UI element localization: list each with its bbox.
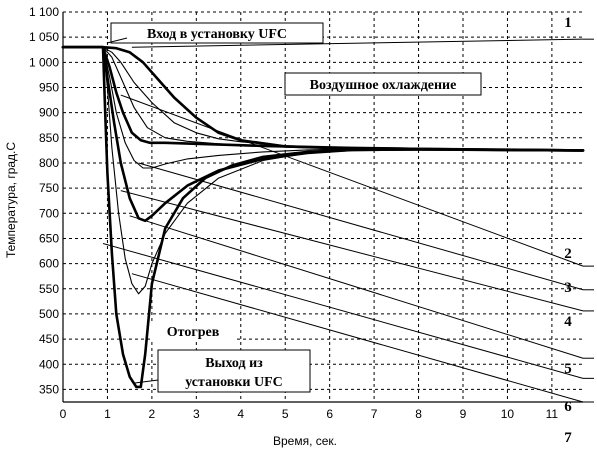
- annotation-entry-box: [110, 22, 324, 44]
- annotation-exit-line1: Выход из: [205, 356, 263, 371]
- tick-labels: 0 1 2 3 4 5 6 7 8 9 10 11 350 400 450 500 550 600 650 700 75…: [29, 5, 558, 421]
- x-tick-label: 7: [371, 407, 378, 421]
- reference-line-4: [120, 190, 584, 312]
- pointer-entry: [106, 37, 128, 44]
- y-tick-label: 1 050: [29, 30, 59, 44]
- annotation-exit-group: Выход из установки UFC: [157, 349, 311, 393]
- y-tick-label: 750: [39, 181, 59, 195]
- annotation-air-cooling-group: Воздушное охлаждение: [284, 72, 482, 96]
- curve-label-4: 4: [564, 314, 572, 330]
- curve-label-1: 1: [564, 15, 572, 31]
- temperature-curve-5: [62, 46, 584, 169]
- x-tick-label: 6: [326, 407, 333, 421]
- grid: [63, 11, 583, 402]
- x-tick-label: 0: [60, 407, 67, 421]
- pointer-exit: [134, 379, 159, 384]
- y-tick-label: 900: [39, 106, 59, 120]
- curve-label-5: 5: [564, 361, 572, 377]
- annotation-air-cooling-box: [284, 72, 482, 96]
- annotation-entry-group: Вход в установку UFC: [110, 22, 324, 44]
- x-tick-label: 1: [104, 407, 111, 421]
- y-tick-label: 1 000: [29, 55, 59, 69]
- curve-label-2: 2: [564, 246, 572, 262]
- y-tick-label: 550: [39, 282, 59, 296]
- axes: [62, 12, 583, 403]
- x-axis-label: Время, сек.: [273, 434, 337, 448]
- temperature-curve-4: [61, 45, 585, 152]
- reference-line-5: [129, 215, 584, 359]
- x-tick-label: 2: [149, 407, 156, 421]
- temperature-curve-8: [61, 45, 585, 389]
- x-tick-label: 5: [282, 407, 289, 421]
- y-tick-label: 500: [39, 307, 59, 321]
- y-tick-label: 800: [39, 156, 59, 170]
- x-tick-label: 11: [546, 407, 559, 421]
- annotation-air-cooling: Воздушное охлаждение: [310, 78, 457, 93]
- y-tick-label: 1 100: [29, 5, 59, 19]
- x-tick-label: 4: [237, 407, 244, 421]
- annotation-tempering-box: [151, 321, 235, 341]
- temperature-curves: [61, 45, 585, 389]
- x-tick-label: 3: [193, 407, 200, 421]
- reference-line-1: [131, 38, 584, 48]
- y-tick-label: 700: [39, 206, 59, 220]
- x-tick-label: 10: [501, 407, 515, 421]
- y-tick-label: 600: [39, 257, 59, 271]
- x-tick-label: 8: [415, 407, 422, 421]
- annotation-tempering-group: Отогрев: [151, 321, 235, 341]
- y-tick-label: 450: [39, 332, 59, 346]
- reference-line-7: [131, 273, 584, 403]
- curve-label-7: 7: [564, 430, 572, 446]
- curve-label-3: 3: [564, 280, 572, 296]
- annotations: Вход в установку UFC Воздушное охлаждение…: [106, 22, 482, 393]
- y-tick-label: 950: [39, 80, 59, 94]
- curve-label-6: 6: [564, 399, 572, 415]
- reference-line-6: [102, 243, 584, 379]
- reference-line-2: [120, 94, 584, 267]
- x-tick-label: 9: [460, 407, 467, 421]
- annotation-entry: Вход в установку UFC: [147, 27, 287, 42]
- y-tick-label: 650: [39, 231, 59, 245]
- y-axis-label: Температура, град.С: [4, 142, 18, 258]
- annotation-tempering: Отогрев: [167, 325, 220, 340]
- reference-line-3: [138, 162, 584, 291]
- y-tick-label: 400: [39, 357, 59, 371]
- reference-lines: 1 2 3 4 5 6 7: [102, 15, 594, 446]
- annotation-exit-box: [157, 349, 311, 393]
- y-tick-label: 350: [39, 382, 59, 396]
- annotation-exit-line2: установки UFC: [185, 375, 283, 390]
- y-tick-label: 850: [39, 131, 59, 145]
